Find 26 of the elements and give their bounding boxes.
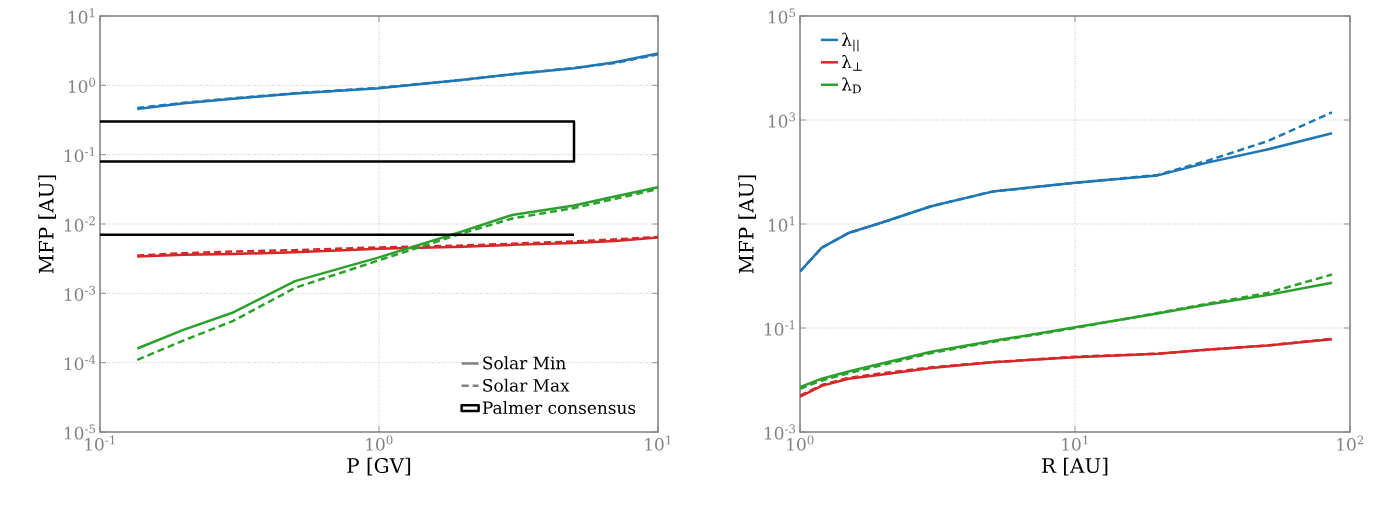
x-tick-label: 10$^{2}$	[1337, 435, 1364, 451]
y-tick-label: 10$^{-1}$	[64, 147, 95, 163]
y-tick-label: 10$^{1}$	[768, 216, 795, 232]
y-tick-label: 10$^{1}$	[68, 8, 95, 24]
x-axis-title: P [GV]	[347, 457, 411, 476]
y-axis-title: MFP [AU]	[738, 175, 757, 274]
y-tick-label: 10$^{-3}$	[64, 285, 96, 301]
y-tick-label: 10$^{0}$	[68, 77, 96, 93]
y-tick-label: 10$^{5}$	[768, 8, 796, 24]
y-tick-label: 10$^{-2}$	[64, 216, 95, 232]
x-tick-label: 10$^{1}$	[1062, 435, 1088, 451]
x-tick-label: 10$^{1}$	[645, 435, 671, 451]
y-tick-label: 10$^{-4}$	[64, 355, 96, 371]
x-axis-title: R [AU]	[1042, 457, 1108, 476]
legend-label: λ$_{D}$	[841, 77, 861, 94]
y-tick-label: 10$^{-1}$	[764, 320, 795, 336]
x-tick-label: 10$^{-1}$	[85, 435, 115, 451]
legend-label: Palmer consensus	[482, 400, 636, 415]
y-tick-label: 10$^{3}$	[768, 112, 796, 128]
x-tick-label: 10$^{0}$	[787, 435, 814, 451]
y-axis-title: MFP [AU]	[38, 175, 57, 274]
annotation: Solar Max	[483, 378, 570, 392]
annotation: Solar Min	[483, 356, 566, 370]
legend-label: λ$_{⊥}$	[841, 55, 862, 71]
legend-label: λ$_{||}$	[841, 32, 859, 52]
x-tick-label: 10$^{0}$	[366, 435, 393, 451]
